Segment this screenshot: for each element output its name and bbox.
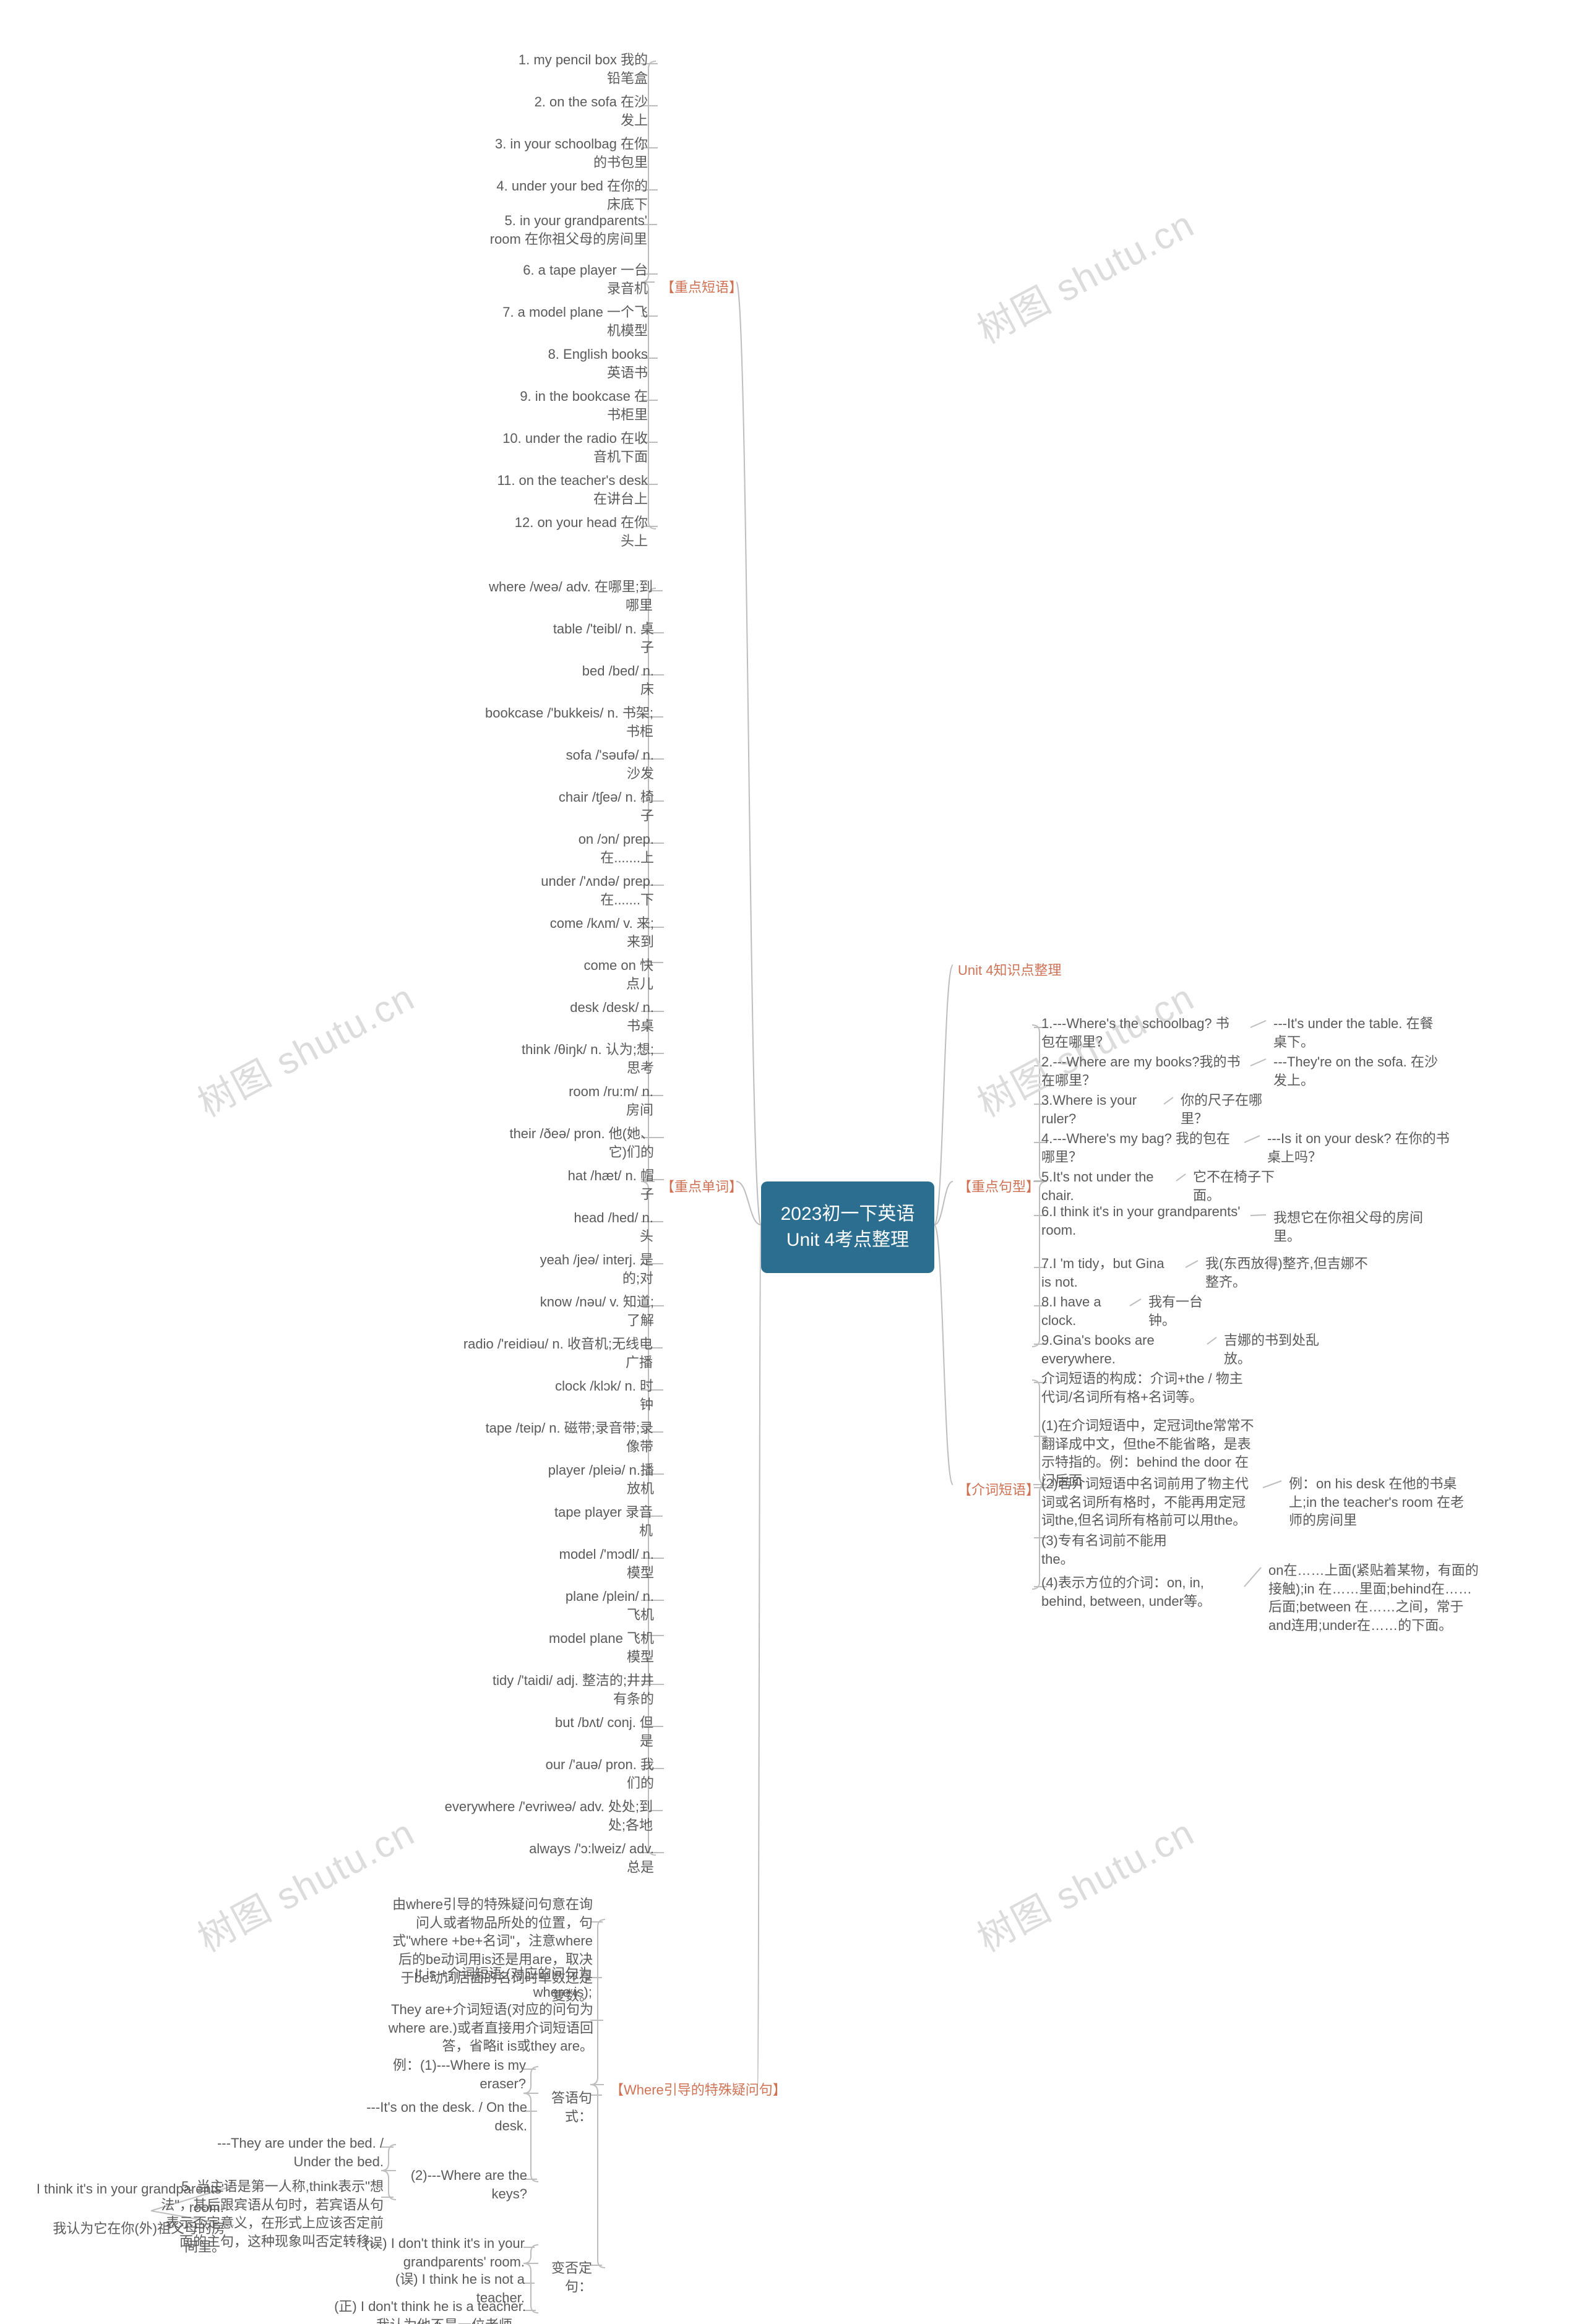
leaf-node: 1. my pencil box 我的铅笔盒	[501, 48, 653, 90]
leaf-node: model plane 飞机模型	[535, 1627, 659, 1668]
leaf-node: 3. in your schoolbag 在你的书包里	[476, 132, 653, 174]
leaf-node: 4.---Where's my bag? 我的包在哪里？	[1036, 1127, 1241, 1168]
leaf-node: tape /teip/ n. 磁带;录音带;录像带	[479, 1417, 658, 1458]
leaf-node: 3.Where is your ruler?	[1036, 1089, 1160, 1130]
category-knowledge: Unit 4知识点整理	[953, 959, 1066, 982]
leaf-annotation: 我(东西放得)整齐,但吉娜不整齐。	[1200, 1252, 1386, 1293]
leaf-extra: 我认为它在你(外)祖父母的房间里。	[38, 2217, 230, 2258]
category-phrases: 【重点短语】	[656, 276, 747, 299]
leaf-node: 2. on the sofa 在沙发上	[526, 90, 653, 132]
leaf-node: 6. a tape player 一台录音机	[507, 259, 653, 300]
leaf-node: 12. on your head 在你头上	[507, 511, 653, 552]
leaf-node: think /θiŋk/ n. 认为;想;思考	[507, 1038, 659, 1079]
leaf-node: room /ru:m/ n. 房间	[547, 1080, 658, 1121]
leaf-node: under /'ʌndə/ prep. 在.......下	[507, 870, 659, 911]
leaf-node: 9.Gina's books are everywhere.	[1036, 1329, 1203, 1370]
leaf-node: 5. in your grandparents' room 在你祖父母的房间里	[471, 209, 652, 251]
leaf-node: their /ðeə/ pron. 他(她、它)们的	[489, 1122, 659, 1164]
leaf-node: head /hed/ n. 头	[559, 1206, 658, 1248]
watermark: 树图 shutu.cn	[966, 1803, 1202, 1963]
leaf-annotation: 我有一台钟。	[1143, 1290, 1224, 1332]
category-where-q: 【Where引导的特殊疑问句】	[605, 2078, 791, 2102]
leaf-node: 1.---Where's the schoolbag? 书包在哪里？	[1036, 1012, 1247, 1053]
leaf-node: plane /plein/ n. 飞机	[544, 1585, 659, 1626]
leaf-node: come /kʌm/ v. 来;来到	[532, 912, 659, 953]
category-prep: 【介词短语】	[953, 1478, 1044, 1502]
root-node: 2023初一下英语Unit 4考点整理	[761, 1181, 934, 1273]
leaf-annotation: 我想它在你祖父母的房间里。	[1268, 1206, 1428, 1248]
leaf-node: 介词短语的构成：介词+the / 物主代词/名词所有格+名词等。	[1036, 1367, 1253, 1409]
leaf-node: (2)若介词短语中名词前用了物主代词或名词所有格时，不能再用定冠词the,但名词…	[1036, 1472, 1259, 1532]
leaf-node: 2.---Where are my books?我的书在哪里？	[1036, 1050, 1247, 1092]
leaf-node: (4)表示方位的介词：on, in, behind, between, unde…	[1036, 1571, 1241, 1613]
leaf-node: (2)---Where are the keys?	[396, 2164, 532, 2205]
leaf-node: 7. a model plane 一个飞机模型	[496, 301, 653, 342]
leaf-extra: I think it's in your grandparents' room.	[19, 2177, 229, 2219]
leaf-node: 例：(1)---Where is my eraser?	[376, 2054, 531, 2095]
leaf-annotation: 例：on his desk 在他的书桌上;in the teacher's ro…	[1284, 1472, 1482, 1532]
leaf-node: chair /tʃeə/ n. 椅子	[551, 786, 659, 827]
leaf-annotation: on在……上面(紧贴着某物，有面的接触);in 在……里面;behind在……后…	[1263, 1559, 1486, 1637]
leaf-node: 答语句式：	[538, 2086, 597, 2128]
leaf-node: player /pleiə/ n.播放机	[535, 1459, 659, 1500]
leaf-node: 8.I have a clock.	[1036, 1290, 1126, 1332]
leaf-node: where /weə/ adv. 在哪里;到哪里	[481, 575, 658, 617]
leaf-node: model /'mɔdl/ n. 模型	[538, 1543, 659, 1584]
leaf-node: 10. under the radio 在收音机下面	[486, 427, 653, 468]
leaf-node: radio /'reidiəu/ n. 收音机;无线电广播	[457, 1332, 658, 1374]
leaf-annotation: ---They're on the sofa. 在沙发上。	[1268, 1050, 1448, 1092]
leaf-node: everywhere /'evriweə/ adv. 处处;到处;各地	[433, 1795, 658, 1837]
leaf-node: tape player 录音机	[549, 1501, 658, 1542]
leaf-node: clock /klɔk/ n. 时钟	[547, 1374, 658, 1416]
leaf-node: tidy /'taidi/ adj. 整洁的;井井有条的	[476, 1669, 659, 1710]
category-sentences: 【重点句型】	[953, 1175, 1044, 1199]
category-words: 【重点单词】	[656, 1175, 747, 1199]
leaf-node: ---They are under the bed. / Under the b…	[178, 2132, 389, 2173]
leaf-node: know /nəu/ v. 知道;了解	[526, 1290, 659, 1332]
leaf-annotation: ---It's under the table. 在餐桌下。	[1268, 1012, 1448, 1053]
leaf-node: 8. English books 英语书	[526, 343, 653, 384]
leaf-node: come on 快点儿	[566, 954, 658, 995]
leaf-node: but /bʌt/ conj. 但是	[547, 1711, 658, 1752]
leaf-node: 变否定句：	[538, 2257, 597, 2298]
leaf-node: sofa /'səufə/ n. 沙发	[544, 744, 659, 785]
leaf-annotation: ---Is it on your desk? 在你的书桌上吗？	[1262, 1127, 1466, 1168]
watermark: 树图 shutu.cn	[966, 195, 1202, 354]
leaf-node: table /'teibl/ n. 桌子	[544, 617, 659, 659]
leaf-annotation: 吉娜的书到处乱放。	[1219, 1329, 1330, 1370]
leaf-node: hat /hæt/ n. 帽子	[557, 1164, 659, 1206]
leaf-node: on /ɔn/ prep. 在.......上	[538, 828, 659, 869]
leaf-node: (正) I don't think he is a teacher. 我认为他不…	[316, 2295, 531, 2324]
leaf-node: 7.I 'm tidy，but Gina is not.	[1036, 1252, 1182, 1293]
leaf-node: 11. on the teacher's desk 在讲台上	[476, 469, 653, 510]
leaf-node: desk /desk/ n. 书桌	[551, 996, 659, 1037]
watermark: 树图 shutu.cn	[187, 968, 423, 1128]
leaf-annotation: 你的尺子在哪里？	[1176, 1089, 1281, 1130]
leaf-node: They are+介词短语(对应的问句为where are.)或者直接用介词短语…	[379, 1998, 598, 2058]
leaf-node: yeah /jeə/ interj. 是的;对	[523, 1248, 658, 1290]
leaf-node: bookcase /'bukkeis/ n. 书架;书柜	[479, 701, 658, 743]
leaf-node: 9. in the bookcase 在书柜里	[507, 385, 653, 426]
leaf-node: our /'auə/ pron. 我们的	[535, 1753, 659, 1794]
leaf-node: (3)专有名词前不能用the。	[1036, 1529, 1176, 1571]
leaf-node: 6.I think it's in your grandparents' roo…	[1036, 1200, 1247, 1241]
leaf-node: always /'ɔ:lweiz/ adv. 总是	[520, 1837, 659, 1879]
leaf-node: bed /bed/ n. 床	[563, 659, 659, 701]
